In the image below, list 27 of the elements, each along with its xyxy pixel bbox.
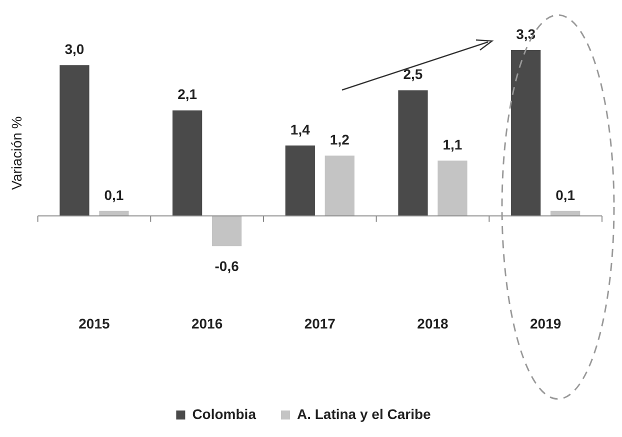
legend-label: Colombia [192, 406, 256, 422]
x-tick-label: 2015 [78, 315, 110, 332]
bar [324, 156, 354, 216]
x-tick-label: 2018 [417, 315, 449, 332]
legend-label: A. Latina y el Caribe [296, 406, 432, 422]
bar [212, 216, 242, 246]
x-tick-label: 2019 [530, 315, 562, 332]
data-label: 1,1 [442, 136, 462, 152]
data-label: 2,1 [178, 86, 198, 102]
data-label: -0,6 [214, 258, 240, 274]
bar [99, 210, 129, 216]
bar [438, 160, 468, 216]
y-axis-title: Variación % [8, 116, 24, 190]
bar [285, 146, 315, 216]
data-label: 0,1 [104, 186, 124, 203]
data-label: 0,1 [556, 186, 576, 203]
bar [60, 65, 90, 216]
x-tick-label: 2017 [304, 315, 336, 332]
data-label: 1,4 [290, 121, 310, 138]
data-label: 1,2 [330, 131, 350, 148]
data-label: 3,0 [64, 40, 84, 57]
data-label: 2,5 [403, 66, 423, 82]
bar [172, 110, 202, 216]
bar [511, 50, 541, 216]
bar [398, 90, 428, 216]
x-tick-label: 2016 [191, 315, 223, 332]
data-label: 3,3 [516, 26, 536, 42]
